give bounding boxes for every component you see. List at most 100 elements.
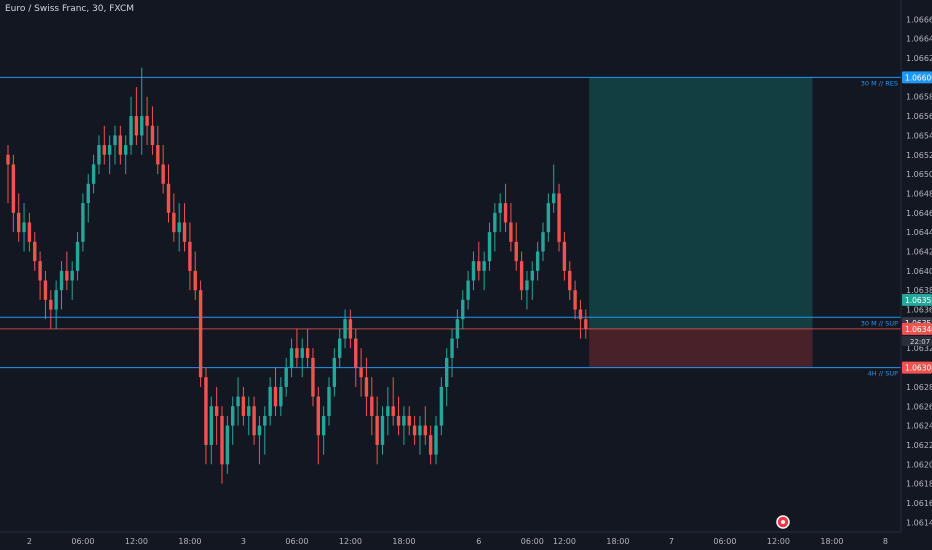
price-tick-label: 1.06380 xyxy=(906,286,932,295)
time-tick-label: 06:00 xyxy=(285,537,308,546)
candle xyxy=(65,251,69,291)
profit-zone xyxy=(589,77,813,329)
candle-body xyxy=(204,377,208,445)
price-tick-label: 1.06360 xyxy=(906,306,932,315)
candle xyxy=(300,338,304,378)
candle-body xyxy=(327,386,331,416)
entry-price-tag xyxy=(902,322,932,335)
candle-body xyxy=(198,290,203,378)
candle-body xyxy=(59,270,64,291)
candle xyxy=(145,96,149,146)
time-tick-label: 12:00 xyxy=(767,537,790,546)
level-label: 4H // SUP xyxy=(868,370,898,378)
candle-body xyxy=(343,319,347,339)
candle xyxy=(466,270,470,310)
candle xyxy=(231,396,235,445)
candle xyxy=(359,348,363,397)
candle xyxy=(107,135,112,175)
candle-body xyxy=(220,415,224,465)
candle-body xyxy=(75,241,80,271)
candle xyxy=(172,193,176,242)
candle xyxy=(43,270,48,320)
candle-body xyxy=(273,386,278,407)
candle-body xyxy=(134,116,139,136)
price-tick-label: 1.06260 xyxy=(906,402,932,411)
candle xyxy=(113,125,117,165)
candle-body xyxy=(439,386,444,426)
candle xyxy=(214,386,219,445)
candle xyxy=(370,377,374,436)
candle xyxy=(514,222,518,271)
candle xyxy=(557,183,561,252)
time-tick-label: 12:00 xyxy=(339,537,362,546)
candle-body xyxy=(49,299,53,310)
price-tick-label: 1.06500 xyxy=(906,170,932,179)
candle-body xyxy=(471,261,476,281)
candle-body xyxy=(33,241,37,262)
candle-body xyxy=(279,386,283,407)
candle xyxy=(38,251,42,300)
4h-sup-price-tag xyxy=(902,361,932,374)
candle xyxy=(541,222,545,262)
candle xyxy=(525,270,529,310)
candle xyxy=(22,203,26,252)
candle-body xyxy=(107,145,112,155)
target-price-tag-text: 1.06352 xyxy=(905,296,932,305)
time-tick-label: 8 xyxy=(883,537,888,546)
price-axis[interactable]: 1.06660 1.06640 1.06620 1.06580 1.06560 1.065… xyxy=(906,15,932,527)
candle xyxy=(220,406,224,484)
candle-body xyxy=(166,183,171,213)
candle xyxy=(450,328,454,378)
candle xyxy=(225,415,230,474)
candle xyxy=(578,299,583,339)
candle xyxy=(503,183,508,233)
candle xyxy=(375,396,379,465)
candle xyxy=(428,425,433,465)
price-tick-label: 1.06460 xyxy=(906,209,932,218)
candle xyxy=(11,154,16,233)
candle xyxy=(391,377,395,426)
candle-body xyxy=(236,396,240,407)
candle xyxy=(439,377,444,436)
candle-body xyxy=(498,203,502,213)
candle xyxy=(17,193,21,242)
candle-body xyxy=(38,261,42,281)
time-tick-label: 12:00 xyxy=(125,537,148,546)
candle-body xyxy=(91,164,96,184)
candle-body xyxy=(386,406,390,416)
alert-icon[interactable] xyxy=(776,515,790,529)
candle-body xyxy=(43,280,48,300)
candle-body xyxy=(263,415,267,426)
candle xyxy=(321,406,326,455)
candle xyxy=(91,154,96,194)
candles xyxy=(6,67,588,484)
candle xyxy=(343,309,347,349)
candle-body xyxy=(231,406,235,426)
candle-body xyxy=(423,425,427,436)
candle-body xyxy=(54,290,58,310)
time-axis[interactable]: 2 06:00 12:00 18:00 3 06:00 12:00 18:00 6 06:00 12… xyxy=(27,537,888,546)
candle xyxy=(177,203,181,252)
entry-price-tag-text: 1.06340 xyxy=(905,325,932,334)
candle-body xyxy=(519,261,524,291)
candle xyxy=(166,164,171,223)
candle xyxy=(461,290,465,329)
candle xyxy=(124,135,128,175)
price-tick-label: 1.06580 xyxy=(906,93,932,102)
candle xyxy=(455,309,460,349)
candle-body xyxy=(284,367,288,387)
4h-sup-price-tag-text: 1.06300 xyxy=(905,364,932,373)
candle xyxy=(182,203,187,252)
price-tick-label: 1.06660 xyxy=(906,15,932,24)
candle-body xyxy=(129,116,133,146)
candle-body xyxy=(370,396,374,416)
candle-body xyxy=(300,348,304,358)
candle xyxy=(562,232,567,281)
candle-body xyxy=(81,203,85,242)
candle xyxy=(568,261,572,300)
candle xyxy=(386,386,390,436)
candle-body xyxy=(584,319,588,329)
candle xyxy=(268,377,272,426)
level-lines: 30 M // RES 30 M // SUP 4H // SUP xyxy=(0,76,901,378)
